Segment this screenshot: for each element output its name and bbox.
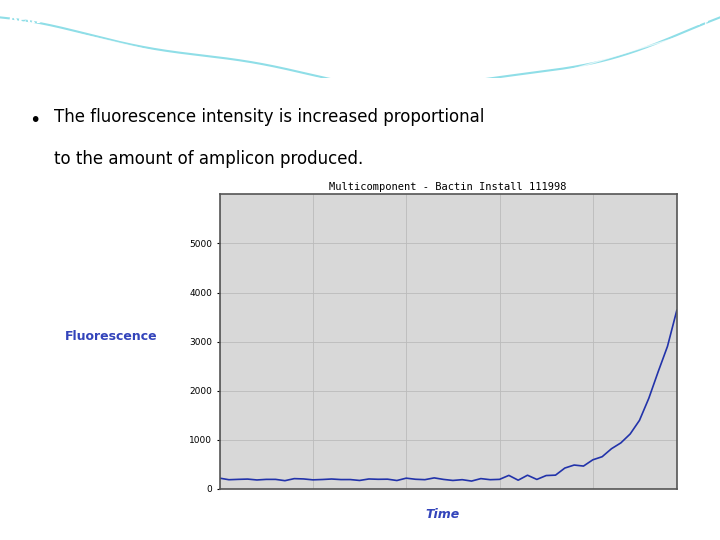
Text: Fluorescence: Fluorescence: [66, 330, 158, 343]
Text: 14: 14: [692, 14, 709, 28]
Text: to the amount of amplicon produced.: to the amount of amplicon produced.: [54, 150, 364, 168]
Title: Multicomponent - Bactin Install 111998: Multicomponent - Bactin Install 111998: [330, 182, 567, 192]
Text: The fluorescence intensity is increased proportional: The fluorescence intensity is increased …: [54, 109, 485, 126]
Text: •: •: [29, 111, 40, 130]
Text: Time: Time: [426, 508, 460, 521]
Text: Real-Time PCR Training: Real-Time PCR Training: [7, 12, 193, 26]
